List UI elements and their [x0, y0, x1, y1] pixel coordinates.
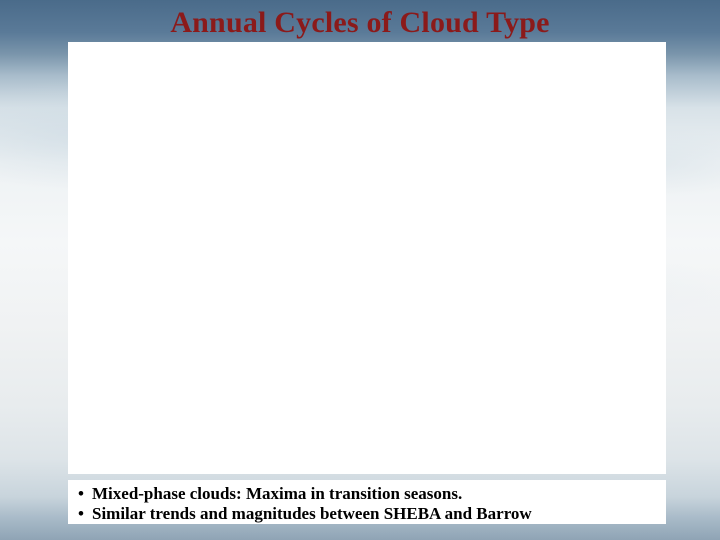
bullets-panel: • Mixed-phase clouds: Maxima in transiti… [68, 480, 666, 524]
slide-title: Annual Cycles of Cloud Type [0, 6, 720, 40]
bullet-dot-icon: • [78, 484, 92, 504]
bullet-item: • Mixed-phase clouds: Maxima in transiti… [78, 484, 656, 504]
bullet-dot-icon: • [78, 504, 92, 524]
bullet-text: Mixed-phase clouds: Maxima in transition… [92, 484, 462, 504]
slide: Annual Cycles of Cloud Type • Mixed-phas… [0, 0, 720, 540]
content-panel [68, 42, 666, 474]
bullet-text: Similar trends and magnitudes between SH… [92, 504, 532, 524]
bullet-item: • Similar trends and magnitudes between … [78, 504, 656, 524]
